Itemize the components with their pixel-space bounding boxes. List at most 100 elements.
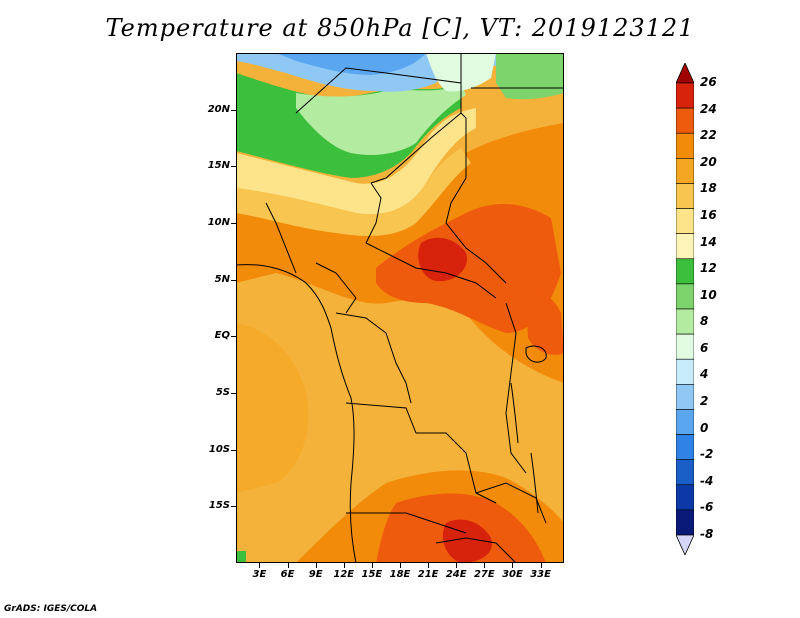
footer-credit: GrADS: IGES/COLA bbox=[4, 604, 98, 614]
colorbar bbox=[675, 62, 695, 556]
lon-tick-mark bbox=[400, 563, 401, 568]
colorbar-segment bbox=[675, 459, 695, 486]
colorbar-level-label: 22 bbox=[700, 128, 717, 143]
colorbar-segment bbox=[675, 82, 695, 109]
lat-tick-label: 5S bbox=[215, 387, 230, 398]
border-drc-east bbox=[505, 302, 527, 474]
border-congo bbox=[335, 312, 412, 404]
colorbar-level-label: -2 bbox=[700, 447, 714, 462]
chart-title: Temperature at 850hPa [C], VT: 201912312… bbox=[105, 14, 695, 42]
field-8-10-belt bbox=[296, 83, 466, 155]
colorbar-level-label: 14 bbox=[700, 234, 717, 249]
field-22-24-central bbox=[376, 203, 561, 333]
lon-tick-mark bbox=[287, 563, 289, 568]
colorbar-segment bbox=[675, 132, 695, 159]
lat-tick-label: 15S bbox=[208, 500, 230, 512]
lon-tick-label: 12E bbox=[333, 569, 355, 580]
map-frame bbox=[236, 53, 564, 563]
colorbar-level-label: 26 bbox=[700, 75, 717, 89]
colorbar-segment bbox=[675, 283, 695, 310]
colorbar-level-label: 24 bbox=[700, 101, 717, 116]
lake-tanganyika bbox=[510, 382, 519, 444]
lat-tick-mark bbox=[231, 279, 236, 281]
colorbar-segment bbox=[675, 509, 695, 536]
field-green-ne bbox=[496, 53, 564, 100]
lat-tick-mark bbox=[231, 223, 236, 224]
colorbar-segment bbox=[675, 258, 695, 285]
colorbar-segment bbox=[675, 434, 695, 460]
colorbar-level-label: -4 bbox=[700, 473, 714, 488]
lat-tick-label: 15N bbox=[207, 160, 230, 172]
coastline-gulf bbox=[236, 264, 357, 563]
lat-tick-mark bbox=[231, 393, 236, 394]
border-zambia bbox=[475, 482, 547, 524]
colorbar-level-label: 18 bbox=[700, 181, 717, 196]
colorbar-segment bbox=[675, 333, 695, 360]
lon-tick-label: 27E bbox=[473, 569, 495, 580]
lon-tick-mark bbox=[315, 563, 317, 568]
border-cameroon bbox=[315, 262, 357, 314]
colorbar-segment bbox=[675, 384, 695, 410]
colorbar-level-label: 6 bbox=[700, 340, 709, 355]
temperature-map bbox=[236, 53, 564, 563]
lon-tick-mark bbox=[540, 563, 542, 568]
border-sudan bbox=[445, 177, 507, 284]
colorbar-level-label: 16 bbox=[700, 207, 717, 222]
lon-tick-mark bbox=[371, 563, 373, 568]
border-niger-chad bbox=[365, 182, 382, 244]
lon-tick-label: 30E bbox=[502, 569, 523, 580]
colorbar-level-label: 20 bbox=[700, 154, 717, 169]
field-colder-north bbox=[276, 53, 426, 75]
colorbar-level-label: 0 bbox=[700, 420, 709, 435]
lon-tick-label: 3E bbox=[252, 569, 267, 580]
field-14-16-band bbox=[236, 108, 476, 215]
colorbar-segment bbox=[675, 107, 695, 134]
colorbar-segment bbox=[675, 409, 695, 435]
colorbar-segment bbox=[675, 208, 695, 234]
colorbar-bottom-arrow bbox=[675, 534, 695, 556]
lon-tick-mark bbox=[512, 563, 514, 568]
lat-tick-mark bbox=[231, 336, 236, 338]
lat-tick-label: 20N bbox=[207, 103, 230, 115]
field-24-26-b bbox=[442, 519, 492, 563]
lat-tick-label: 10N bbox=[207, 217, 230, 228]
lon-tick-label: 33E bbox=[530, 569, 551, 580]
colorbar-segment bbox=[675, 308, 695, 335]
lon-tick-label: 6E bbox=[280, 569, 295, 580]
colorbar-segment bbox=[675, 233, 695, 260]
colorbar-level-label: -6 bbox=[700, 500, 714, 515]
lat-tick-mark bbox=[231, 109, 236, 111]
colorbar-top-arrow bbox=[675, 62, 695, 84]
lat-tick-label: 10S bbox=[208, 443, 230, 455]
border-libya bbox=[460, 53, 467, 178]
colorbar-level-label: 2 bbox=[700, 394, 709, 409]
field-16-18-band bbox=[236, 148, 471, 236]
colorbar-level-label: 12 bbox=[700, 261, 717, 276]
colorbar-level-label: 10 bbox=[700, 287, 717, 302]
lon-tick-label: 21E bbox=[417, 569, 439, 580]
lake-malawi bbox=[530, 452, 539, 514]
lat-tick-mark bbox=[231, 506, 236, 508]
colorbar-level-label: 8 bbox=[700, 314, 709, 329]
lon-tick-mark bbox=[484, 563, 486, 568]
lat-tick-label: EQ bbox=[214, 330, 230, 342]
lat-tick-mark bbox=[231, 166, 236, 168]
lon-tick-mark bbox=[428, 563, 430, 568]
colorbar-segment bbox=[675, 358, 695, 385]
field-green-sw bbox=[236, 551, 246, 563]
lon-tick-mark bbox=[456, 563, 458, 568]
border-botswana bbox=[435, 537, 517, 563]
lon-tick-mark bbox=[259, 563, 261, 568]
colorbar-segment bbox=[675, 484, 695, 511]
field-20-22-west bbox=[236, 323, 309, 493]
colorbar-level-label: -8 bbox=[700, 527, 714, 541]
border-nigeria bbox=[265, 202, 297, 274]
border-namibia bbox=[346, 512, 467, 534]
lake-victoria bbox=[525, 345, 547, 363]
lat-tick-mark bbox=[231, 449, 236, 451]
colorbar-level-label: 4 bbox=[700, 367, 709, 382]
field-22-24-east bbox=[526, 291, 564, 355]
lon-tick-label: 24E bbox=[445, 569, 467, 580]
border-car bbox=[365, 242, 497, 299]
lon-tick-label: 15E bbox=[361, 569, 383, 580]
